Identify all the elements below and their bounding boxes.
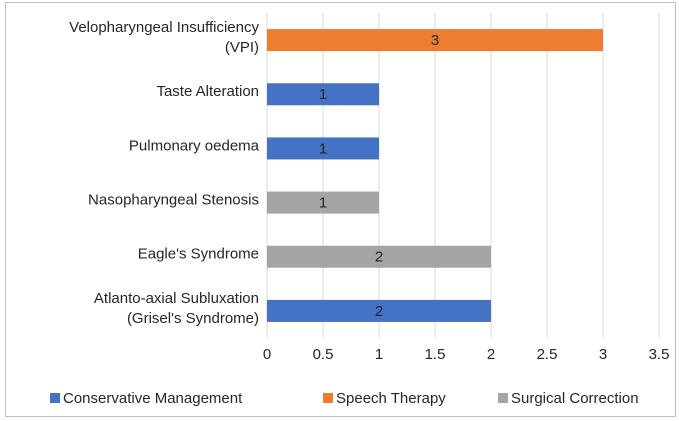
x-tick-label: 3	[599, 346, 607, 363]
legend-label: Speech Therapy	[336, 390, 446, 407]
value-label: 3	[431, 32, 439, 49]
legend-swatch	[50, 393, 60, 403]
value-label: 2	[375, 249, 383, 266]
value-label: 1	[319, 140, 327, 157]
y-tick-label: (Grisel's Syndrome)	[127, 310, 259, 327]
legend-label: Surgical Correction	[511, 390, 639, 407]
y-tick-label: (VPI)	[225, 39, 259, 56]
x-tick-label: 2	[487, 346, 495, 363]
x-tick-label: 2.5	[537, 346, 558, 363]
bar	[267, 83, 379, 106]
y-tick-label: Nasopharyngeal Stenosis	[88, 192, 259, 209]
bar	[267, 29, 603, 52]
legend-swatch	[498, 393, 508, 403]
y-tick-label: Eagle's Syndrome	[138, 246, 259, 263]
x-tick-label: 0.5	[313, 346, 334, 363]
legend-label: Conservative Management	[63, 390, 243, 407]
bar	[267, 245, 491, 268]
legend-swatch	[323, 393, 333, 403]
bar	[267, 299, 491, 322]
bar	[267, 191, 379, 214]
y-tick-label: Taste Alteration	[156, 83, 259, 100]
x-tick-label: 0	[263, 346, 271, 363]
y-tick-label: Pulmonary oedema	[129, 137, 260, 154]
x-tick-label: 3.5	[649, 346, 670, 363]
value-label: 2	[375, 303, 383, 320]
value-label: 1	[319, 86, 327, 103]
y-tick-label: Atlanto-axial Subluxation	[94, 290, 259, 307]
x-tick-label: 1.5	[425, 346, 446, 363]
y-tick-label: Velopharyngeal Insufficiency	[69, 19, 259, 36]
value-label: 1	[319, 195, 327, 212]
x-tick-label: 1	[375, 346, 383, 363]
bar	[267, 137, 379, 160]
